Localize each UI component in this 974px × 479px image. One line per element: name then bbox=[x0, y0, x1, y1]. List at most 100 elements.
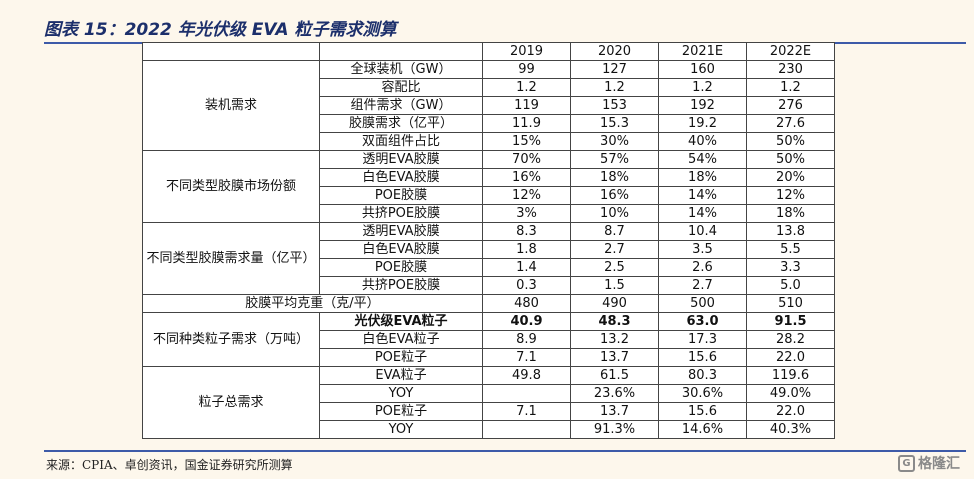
cell: 1.2 bbox=[570, 78, 659, 97]
row-label: YOY bbox=[319, 420, 483, 439]
cell: 40% bbox=[658, 132, 747, 151]
cell: 16% bbox=[570, 186, 659, 205]
cell: 13.2 bbox=[570, 330, 659, 349]
cell bbox=[482, 420, 571, 439]
table-row: 白色EVA胶膜 1.8 2.7 3.5 5.5 bbox=[143, 240, 835, 259]
cell: 11.9 bbox=[482, 114, 571, 133]
table-row: 胶膜平均克重（克/平） 480 490 500 510 bbox=[142, 294, 835, 313]
cell: 3% bbox=[482, 204, 571, 223]
group-label: 不同种类粒子需求（万吨） bbox=[142, 312, 320, 367]
cell: 18% bbox=[746, 204, 835, 223]
header-cell: 2021E bbox=[658, 42, 747, 61]
cell: 1.2 bbox=[658, 78, 747, 97]
group-label: 粒子总需求 bbox=[142, 366, 320, 439]
cell: 61.5 bbox=[570, 366, 659, 385]
table-row: 共挤POE胶膜 0.3 1.5 2.7 5.0 bbox=[143, 276, 835, 295]
cell: 127 bbox=[570, 60, 659, 79]
cell: 50% bbox=[746, 132, 835, 151]
row-label: POE胶膜 bbox=[319, 258, 483, 277]
group-label: 装机需求 bbox=[142, 60, 320, 151]
cell: 153 bbox=[570, 96, 659, 115]
cell: 2.6 bbox=[658, 258, 747, 277]
cell: 0.3 bbox=[482, 276, 571, 295]
row-label: 光伏级EVA粒子 bbox=[319, 312, 483, 331]
header-cell: 2019 bbox=[482, 42, 571, 61]
group-label: 不同类型胶膜需求量（亿平） bbox=[142, 222, 320, 295]
table-row: 胶膜需求（亿平） 11.9 15.3 19.2 27.6 bbox=[143, 114, 835, 133]
cell: 70% bbox=[482, 150, 571, 169]
cell: 192 bbox=[658, 96, 747, 115]
cell: 57% bbox=[570, 150, 659, 169]
cell: 10% bbox=[570, 204, 659, 223]
cell: 16% bbox=[482, 168, 571, 187]
eva-demand-table: 2019 2020 2021E 2022E 装机需求 全球装机（GW） 99 1… bbox=[142, 42, 835, 439]
cell: 15.3 bbox=[570, 114, 659, 133]
row-label: 胶膜平均克重（克/平） bbox=[142, 294, 483, 313]
cell: 230 bbox=[746, 60, 835, 79]
source-note: 来源：CPIA、卓创资讯，国金证券研究所测算 bbox=[46, 458, 293, 472]
table-row: 容配比 1.2 1.2 1.2 1.2 bbox=[143, 78, 835, 97]
row-label: 白色EVA胶膜 bbox=[319, 168, 483, 187]
title-bar: 图表 15：2022 年光伏级 EVA 粒子需求测算 bbox=[44, 15, 966, 44]
cell: 30% bbox=[570, 132, 659, 151]
cell: 2.5 bbox=[570, 258, 659, 277]
row-label: 透明EVA胶膜 bbox=[319, 222, 483, 241]
cell: 18% bbox=[658, 168, 747, 187]
cell: 54% bbox=[658, 150, 747, 169]
cell: 3.5 bbox=[658, 240, 747, 259]
cell: 7.1 bbox=[482, 402, 571, 421]
row-label: 白色EVA粒子 bbox=[319, 330, 483, 349]
cell: 510 bbox=[746, 294, 835, 313]
row-label: YOY bbox=[319, 384, 483, 403]
table-row: 粒子总需求 EVA粒子 49.8 61.5 80.3 119.6 bbox=[142, 366, 835, 439]
cell: 22.0 bbox=[746, 402, 835, 421]
row-label: POE胶膜 bbox=[319, 186, 483, 205]
footer-divider bbox=[44, 450, 966, 452]
cell: 1.5 bbox=[570, 276, 659, 295]
cell: 8.3 bbox=[482, 222, 571, 241]
cell: 8.7 bbox=[570, 222, 659, 241]
cell: 10.4 bbox=[658, 222, 747, 241]
cell: 15.6 bbox=[658, 348, 747, 367]
cell: 27.6 bbox=[746, 114, 835, 133]
table-row: 双面组件占比 15% 30% 40% 50% bbox=[143, 132, 835, 151]
cell: 3.3 bbox=[746, 258, 835, 277]
cell bbox=[482, 384, 571, 403]
cell: 63.0 bbox=[658, 312, 747, 331]
cell: 50% bbox=[746, 150, 835, 169]
cell: 119 bbox=[482, 96, 571, 115]
cell: 19.2 bbox=[658, 114, 747, 133]
cell: 12% bbox=[482, 186, 571, 205]
watermark-logo: G 格隆汇 bbox=[898, 453, 960, 473]
header-row: 2019 2020 2021E 2022E bbox=[142, 42, 835, 61]
group-label: 不同类型胶膜市场份额 bbox=[142, 150, 320, 223]
row-label: 全球装机（GW） bbox=[319, 60, 483, 79]
cell: 28.2 bbox=[746, 330, 835, 349]
cell: 20% bbox=[746, 168, 835, 187]
cell: 49.0% bbox=[746, 384, 835, 403]
cell: 22.0 bbox=[746, 348, 835, 367]
cell: 91.5 bbox=[746, 312, 835, 331]
cell: 1.2 bbox=[482, 78, 571, 97]
cell: 14% bbox=[658, 204, 747, 223]
cell: 13.7 bbox=[570, 402, 659, 421]
cell: 13.7 bbox=[570, 348, 659, 367]
cell: 18% bbox=[570, 168, 659, 187]
cell: 40.9 bbox=[482, 312, 571, 331]
cell: 14% bbox=[658, 186, 747, 205]
figure-title: 图表 15：2022 年光伏级 EVA 粒子需求测算 bbox=[44, 20, 397, 40]
logo-text: 格隆汇 bbox=[918, 456, 960, 472]
row-label: 共挤POE胶膜 bbox=[319, 276, 483, 295]
cell: 12% bbox=[746, 186, 835, 205]
table-row: 装机需求 全球装机（GW） 99 127 160 230 bbox=[142, 60, 835, 151]
cell: 490 bbox=[570, 294, 659, 313]
cell: 1.8 bbox=[482, 240, 571, 259]
cell: 30.6% bbox=[658, 384, 747, 403]
table-row: 不同类型胶膜市场份额 透明EVA胶膜 70% 57% 54% 50% bbox=[142, 150, 835, 223]
table-row: POE粒子 7.1 13.7 15.6 22.0 bbox=[143, 348, 835, 367]
cell: 23.6% bbox=[570, 384, 659, 403]
row-label: 组件需求（GW） bbox=[319, 96, 483, 115]
cell: 1.4 bbox=[482, 258, 571, 277]
cell: 80.3 bbox=[658, 366, 747, 385]
cell: 40.3% bbox=[746, 420, 835, 439]
